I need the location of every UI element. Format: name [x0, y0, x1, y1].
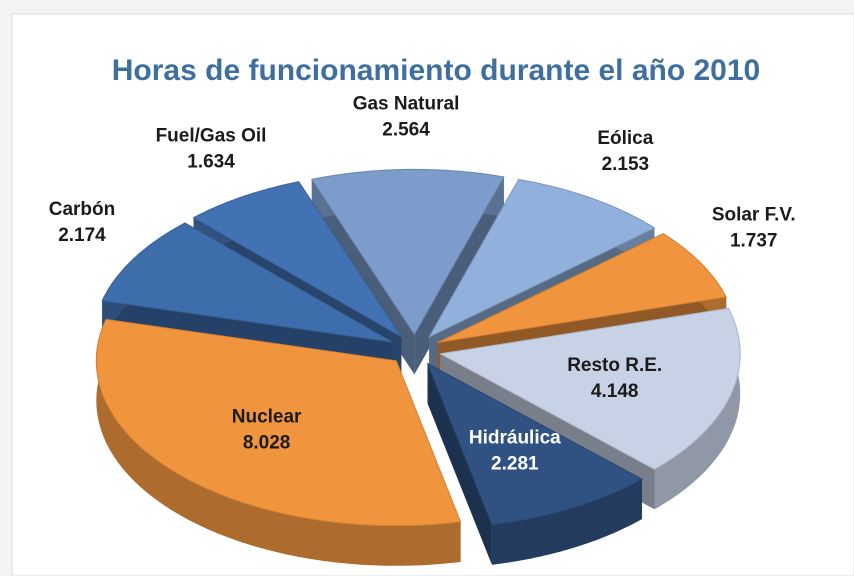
slice-label: Carbón	[49, 199, 116, 220]
slice-value: 2.564	[382, 119, 430, 140]
slice-value: 4.148	[591, 381, 639, 402]
slice	[95, 318, 462, 566]
slice-top	[438, 307, 741, 470]
slice-top	[310, 168, 505, 336]
slice-label: Resto R.E.	[567, 355, 662, 376]
slice-top	[101, 222, 393, 343]
slice-value: 1.737	[730, 231, 778, 252]
slice-label: Solar F.V.	[712, 205, 796, 226]
slice-top	[192, 181, 402, 338]
slice-label: Hidráulica	[469, 427, 561, 448]
slice-value: 2.174	[58, 225, 106, 246]
chart-title: Horas de funcionamiento durante el año 2…	[112, 54, 761, 87]
slice-top	[426, 362, 643, 526]
slice-label: Gas Natural	[353, 93, 460, 114]
slice-wall	[654, 308, 741, 510]
slice-top	[437, 233, 727, 343]
slice-top	[95, 318, 462, 527]
slice-wall	[491, 479, 642, 565]
slice-label: Fuel/Gas Oil	[156, 126, 267, 147]
slice-side	[427, 363, 492, 565]
slice-wall	[96, 319, 461, 566]
slice-label: Eólica	[597, 128, 653, 149]
slice-label: Nuclear	[232, 407, 302, 428]
slice-top	[427, 178, 656, 339]
slice-value: 2.153	[602, 154, 650, 175]
slice	[426, 362, 643, 565]
slice-value: 8.028	[243, 433, 291, 454]
slice-value: 1.634	[187, 152, 235, 173]
slice-value: 2.281	[491, 453, 539, 474]
